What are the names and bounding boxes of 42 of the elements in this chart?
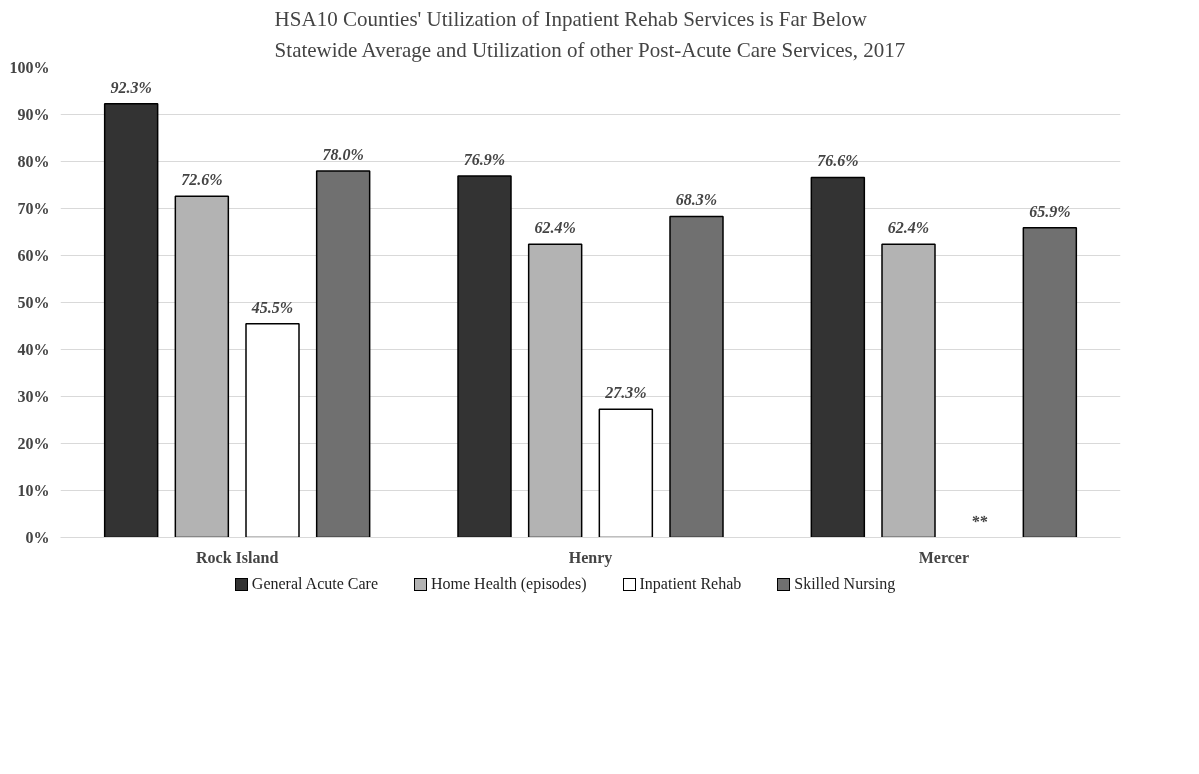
y-tick-label: 40%	[17, 341, 50, 358]
y-tick-label: 80%	[17, 153, 50, 170]
data-label: 92.3%	[110, 78, 152, 96]
bar	[103, 102, 159, 538]
data-label: 65.9%	[1029, 202, 1071, 220]
legend-label: Skilled Nursing	[794, 574, 896, 595]
bar	[245, 322, 300, 538]
data-label: 72.6%	[181, 171, 223, 189]
x-tick-label: Mercer	[918, 548, 969, 566]
chart-title: HSA10 Counties' Utilization of Inpatient Rehab Services is Far Below Statewide Average and Utilization of other Post-Acute Care Services, 2017	[274, 7, 906, 63]
y-tick-label: 50%	[17, 294, 50, 311]
y-tick-label: 100%	[9, 59, 50, 76]
data-label: 76.9%	[463, 151, 506, 169]
bar	[669, 215, 724, 538]
legend-label: Home Health (episodes)	[431, 574, 587, 595]
legend-label: General Acute Care	[251, 574, 378, 594]
y-tick-label: 20%	[17, 435, 50, 452]
bar	[174, 195, 230, 538]
data-label: 62.4%	[534, 219, 576, 237]
data-label: 76.6%	[817, 152, 859, 170]
bar	[527, 243, 583, 538]
bar	[315, 170, 371, 538]
bar	[598, 408, 654, 538]
data-label: 78.0%	[322, 145, 364, 163]
data-label: 62.4%	[887, 219, 930, 237]
data-label: 45.5%	[250, 298, 294, 316]
y-tick-label: 60%	[17, 247, 50, 264]
bar	[881, 243, 936, 538]
bar	[457, 175, 512, 538]
x-tick-label: Rock Island	[196, 548, 279, 566]
y-tick-label: 70%	[17, 200, 50, 217]
data-label: 27.3%	[604, 384, 647, 402]
x-tick-label: Henry	[568, 548, 613, 567]
text: **	[971, 512, 988, 530]
data-label: 68.3%	[675, 191, 718, 209]
y-tick-label: 10%	[17, 482, 50, 499]
y-tick-label: 90%	[17, 106, 50, 123]
y-tick-label: 30%	[17, 388, 50, 405]
y-tick-label: 0%	[25, 529, 50, 546]
bar	[810, 176, 866, 538]
legend-label: Inpatient Rehab	[639, 574, 742, 595]
bar	[1022, 227, 1078, 538]
